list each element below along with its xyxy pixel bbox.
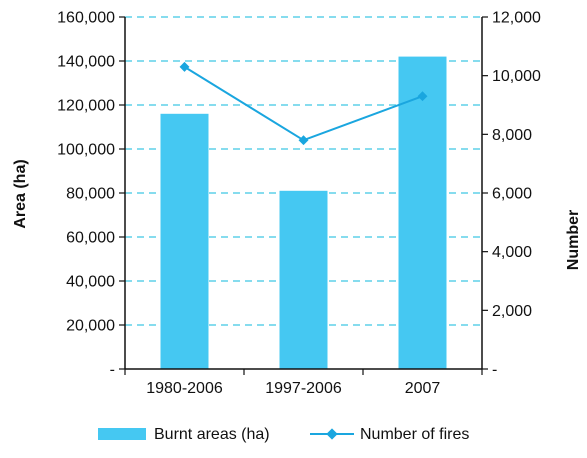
left-tick-label: 120,000 (57, 98, 115, 115)
left-axis-title: Area (ha) (12, 159, 29, 228)
legend-label-number-of-fires: Number of fires (360, 426, 469, 443)
point-number-of-fires-1997-2006 (298, 135, 309, 146)
legend-label-burnt-areas: Burnt areas (ha) (154, 426, 270, 443)
right-tick-label: 4,000 (492, 244, 532, 261)
left-tick-label: 100,000 (57, 142, 115, 159)
point-number-of-fires-1980-2006 (179, 61, 190, 72)
left-axis-ticks: - 20,000 40,000 60,000 80,000 100,000 120,000 1… (57, 10, 125, 379)
legend-marker-number-of-fires (326, 428, 338, 440)
right-axis-title: Number (565, 210, 582, 270)
line-number-of-fires (183, 66, 423, 142)
left-tick-label: 140,000 (57, 54, 115, 71)
left-tick-label: 40,000 (66, 274, 115, 291)
left-tick-label: 160,000 (57, 10, 115, 27)
left-tick-label: 60,000 (66, 230, 115, 247)
left-tick-label: 80,000 (66, 186, 115, 203)
bars (160, 56, 447, 369)
x-tick-label: 1997-2006 (265, 380, 342, 397)
legend-swatch-burnt-areas (98, 428, 146, 440)
left-tick-label: - (110, 362, 115, 379)
left-tick-label: 20,000 (66, 318, 115, 335)
x-tick-label: 2007 (405, 380, 441, 397)
bar-1997-2006 (279, 190, 328, 369)
right-tick-label: 8,000 (492, 127, 532, 144)
right-tick-label: 12,000 (492, 10, 541, 27)
right-tick-label: 10,000 (492, 68, 541, 85)
bar-1980-2006 (160, 113, 209, 369)
right-tick-label: 6,000 (492, 186, 532, 203)
bar-2007 (398, 56, 447, 369)
x-axis-ticks: 1980-2006 1997-2006 2007 (124, 369, 483, 397)
line-series (179, 61, 428, 146)
legend: Burnt areas (ha) Number of fires (98, 426, 469, 443)
x-tick-label: 1980-2006 (146, 380, 223, 397)
right-axis-ticks: - 2,000 4,000 6,000 8,000 10,000 12,000 (482, 10, 541, 379)
right-tick-label: - (492, 362, 497, 379)
right-tick-label: 2,000 (492, 303, 532, 320)
